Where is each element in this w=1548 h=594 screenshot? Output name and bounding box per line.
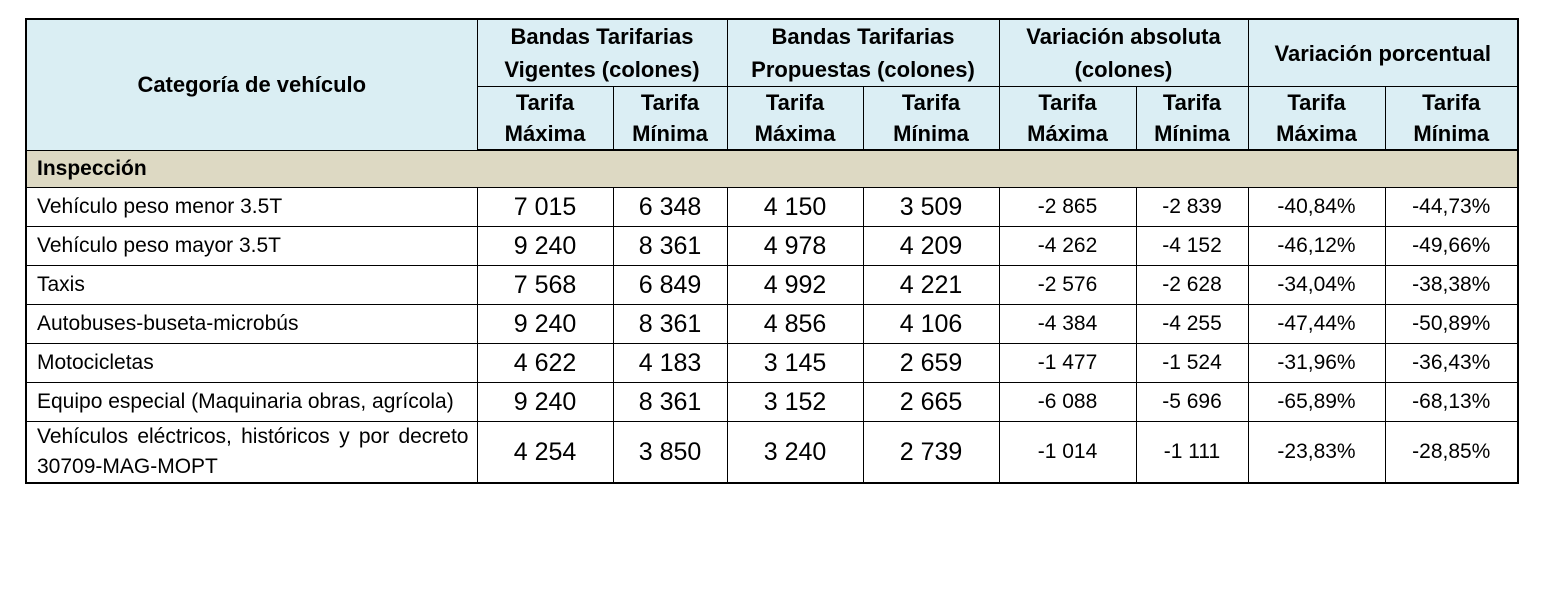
section-label: Inspección [25,149,1519,188]
cell: -1 014 [998,421,1137,484]
data-row: Vehículo peso menor 3.5T 7 015 6 348 4 150 3… [25,187,1519,227]
data-row: Autobuses-buseta-microbús 9 240 8 361 4 856… [25,304,1519,344]
cell: -49,66% [1384,226,1519,266]
subheader: Tarifa Mínima [1135,86,1249,151]
cell: 4 150 [726,187,864,227]
subheader-row: Tarifa Máxima Tarifa Mínima Tarifa Máxima T… [26,86,1519,151]
cell: -4 255 [1135,304,1249,344]
cell: 9 240 [476,226,614,266]
cell: -6 088 [998,382,1137,422]
header-row: Categoría de vehículo Bandas Tarifarias V… [25,18,1519,151]
row-label: Equipo especial (Maquinaria obras, agríc… [25,382,478,422]
subheader: Tarifa Mínima [1384,86,1519,151]
cell: 2 659 [862,343,1000,383]
group-header: Variación absoluta (colones) [998,18,1249,87]
cell: -2 839 [1135,187,1249,227]
cell: -23,83% [1247,421,1386,484]
cell: -2 628 [1135,265,1249,305]
cell: 3 152 [726,382,864,422]
cell: -34,04% [1247,265,1386,305]
cell: 4 106 [862,304,1000,344]
cell: 4 221 [862,265,1000,305]
cell: -1 111 [1135,421,1249,484]
cell: -5 696 [1135,382,1249,422]
subheader: Tarifa Máxima [998,86,1137,151]
cell: -44,73% [1384,187,1519,227]
cell: -2 576 [998,265,1137,305]
cell: 2 739 [862,421,1000,484]
cell: -1 524 [1135,343,1249,383]
cell: 6 348 [612,187,728,227]
cell: -40,84% [1247,187,1386,227]
subheader: Tarifa Máxima [726,86,864,151]
subheader: Tarifa Mínima [862,86,1000,151]
row-label: Motocicletas [25,343,478,383]
cell: 3 850 [612,421,728,484]
cell: 7 015 [476,187,614,227]
cell: 6 849 [612,265,728,305]
group-header: Variación porcentual [1247,18,1519,87]
row-label: Vehículos eléctricos, históricos y por d… [25,421,478,484]
cell: -68,13% [1384,382,1519,422]
cell: 4 254 [476,421,614,484]
cell: -31,96% [1247,343,1386,383]
category-header: Categoría de vehículo [25,18,478,151]
data-row: Vehículos eléctricos, históricos y por d… [25,421,1519,484]
row-label: Vehículo peso mayor 3.5T [25,226,478,266]
cell: 3 145 [726,343,864,383]
cell: -4 384 [998,304,1137,344]
cell: -65,89% [1247,382,1386,422]
subheader: Tarifa Máxima [476,86,614,151]
cell: -50,89% [1384,304,1519,344]
cell: -28,85% [1384,421,1519,484]
cell: 4 622 [476,343,614,383]
cell: 8 361 [612,226,728,266]
row-label: Taxis [25,265,478,305]
tariff-table: Categoría de vehículo Bandas Tarifarias V… [25,18,1519,484]
cell: 8 361 [612,304,728,344]
cell: -2 865 [998,187,1137,227]
data-row: Equipo especial (Maquinaria obras, agríc… [25,382,1519,422]
cell: 2 665 [862,382,1000,422]
subheader: Tarifa Mínima [612,86,728,151]
cell: -46,12% [1247,226,1386,266]
cell: -47,44% [1247,304,1386,344]
cell: 4 209 [862,226,1000,266]
cell: 4 183 [612,343,728,383]
cell: 3 240 [726,421,864,484]
cell: -4 152 [1135,226,1249,266]
cell: 4 992 [726,265,864,305]
cell: -38,38% [1384,265,1519,305]
cell: 7 568 [476,265,614,305]
data-row: Taxis 7 568 6 849 4 992 4 221 -2 576 -2 628 -34… [25,265,1519,305]
cell: 9 240 [476,304,614,344]
cell: 4 856 [726,304,864,344]
cell: 4 978 [726,226,864,266]
section-row: Inspección [25,149,1519,188]
cell: 3 509 [862,187,1000,227]
group-header: Bandas Tarifarias Vigentes (colones) [476,18,728,87]
subheader: Tarifa Máxima [1247,86,1386,151]
data-row: Motocicletas 4 622 4 183 3 145 2 659 -1 477 -1… [25,343,1519,383]
group-header: Bandas Tarifarias Propuestas (colones) [726,18,1000,87]
cell: -4 262 [998,226,1137,266]
cell: 8 361 [612,382,728,422]
cell: -1 477 [998,343,1137,383]
row-label: Vehículo peso menor 3.5T [25,187,478,227]
cell: 9 240 [476,382,614,422]
cell: -36,43% [1384,343,1519,383]
data-row: Vehículo peso mayor 3.5T 9 240 8 361 4 978 4… [25,226,1519,266]
row-label: Autobuses-buseta-microbús [25,304,478,344]
